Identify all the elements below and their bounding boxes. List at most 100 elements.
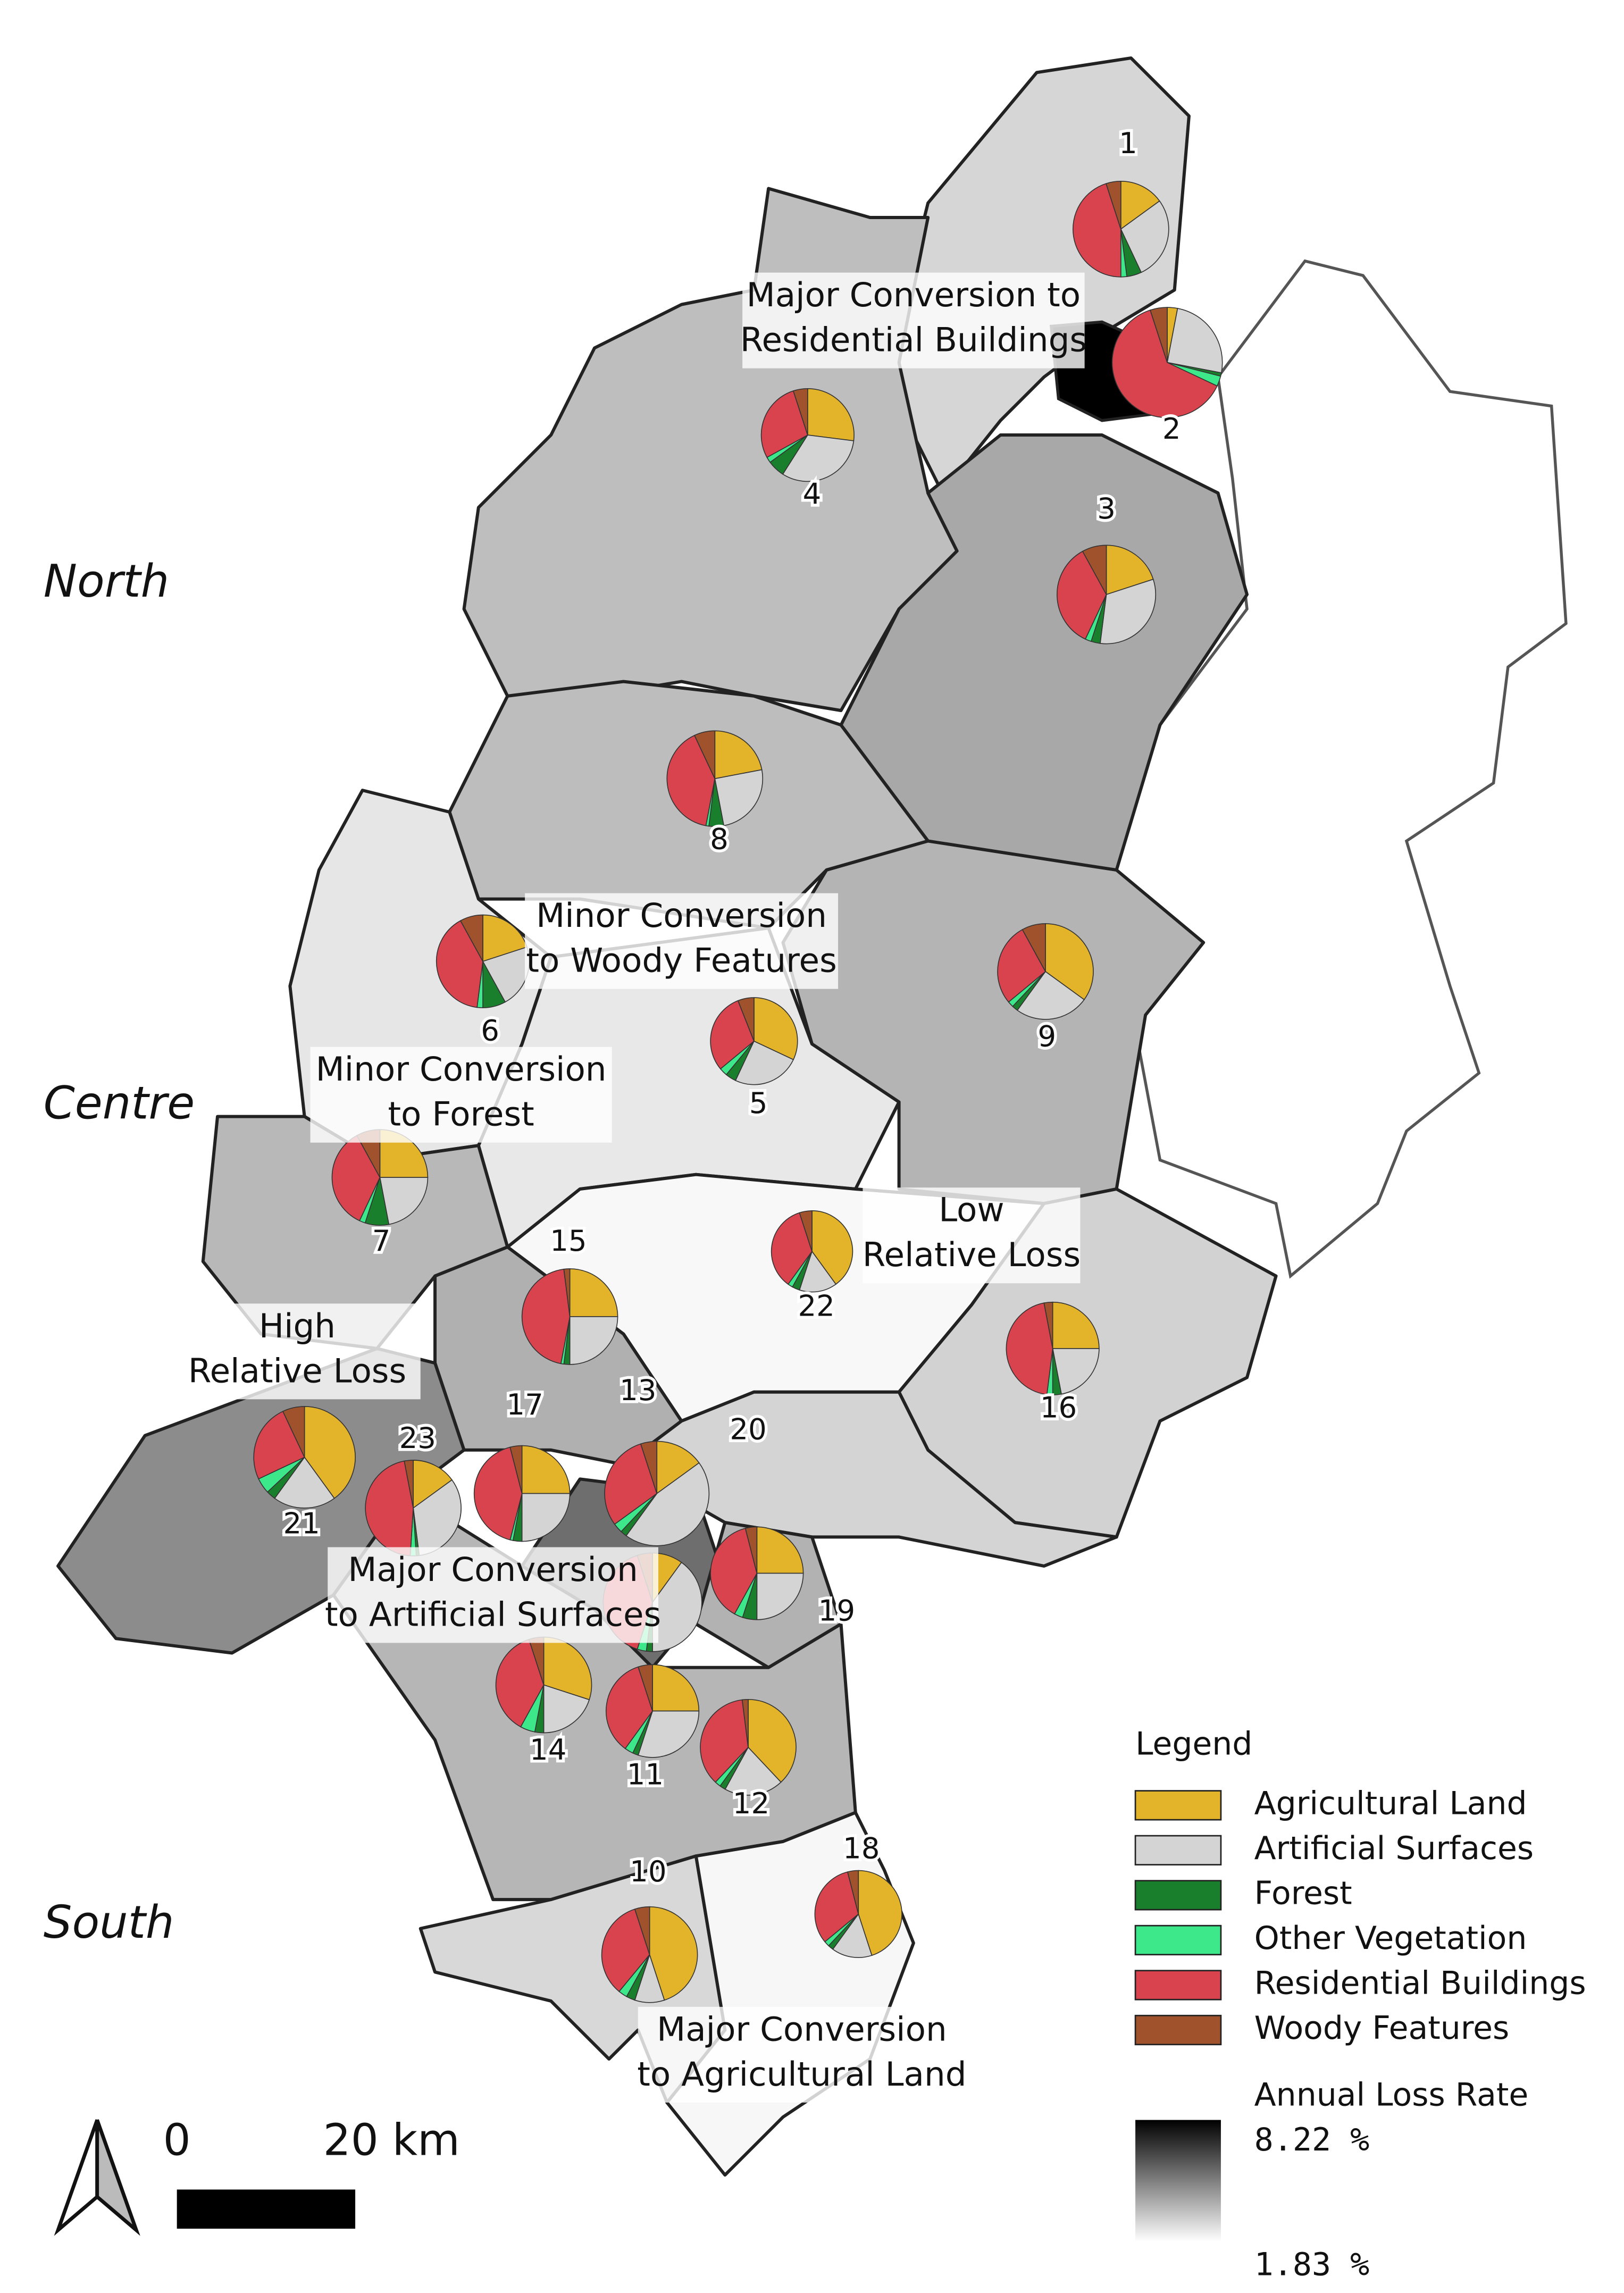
pie-slice (606, 1666, 653, 1750)
district-number: 9 (1037, 1019, 1056, 1053)
pie-slice (799, 1250, 837, 1293)
gradient-max: 8.22 % (1254, 2121, 1370, 2158)
district-number: 6 (481, 1014, 499, 1048)
district-number: 15 (550, 1224, 587, 1258)
pie-slice (771, 1212, 813, 1285)
pie-slice (604, 1443, 658, 1525)
annotation: Minor Conversion to Forest (310, 1047, 612, 1143)
pie-slice (1167, 307, 1223, 374)
pie-chart: 14 (495, 1636, 592, 1770)
legend: Legend Annual Loss Rate 8.22 % 1.83 % Ag… (1134, 1726, 1586, 2283)
pie-slice (521, 1445, 571, 1494)
pie-slice (710, 1000, 755, 1070)
district-number: 13 (620, 1373, 656, 1407)
pie-slice (832, 1913, 873, 1958)
scale-end: 20 km (323, 2115, 460, 2166)
pie-slice (710, 1528, 758, 1615)
pie-slice (1052, 1301, 1100, 1349)
scale-start: 0 (163, 2115, 191, 2166)
pie-slice (700, 1699, 749, 1783)
legend-swatch (1134, 1970, 1222, 2001)
pie-slice (563, 1268, 571, 1317)
legend-label: Residential Buildings (1254, 1965, 1586, 2002)
scale-bar (177, 2189, 356, 2229)
pie-slice (495, 1638, 545, 1728)
pie-slice (858, 1870, 902, 1956)
annotation: Minor Conversion to Woody Features (525, 893, 839, 989)
pie-slice (543, 1684, 590, 1734)
district-number: 2 (1162, 412, 1181, 446)
pie-slice (1073, 183, 1121, 278)
pie-slice (379, 1177, 429, 1225)
pie-slice (473, 1446, 523, 1541)
pie-slice (634, 1906, 650, 1955)
pie-slice (735, 1040, 794, 1085)
pie-slice (652, 1664, 700, 1712)
pie-chart: 10 (601, 1852, 698, 2003)
pie-slice (693, 730, 716, 779)
district-area (56, 1346, 466, 1655)
pie-slice (714, 769, 764, 826)
annotation-box (310, 1047, 612, 1143)
pie-slice (744, 1526, 758, 1574)
pie-slice (569, 1316, 618, 1365)
annotation: Major Conversion to Agricultural Land (637, 2006, 967, 2103)
pie-chart: 18 (814, 1828, 902, 1958)
pie-chart: 19 (710, 1526, 858, 1630)
pie-chart: 5 (710, 997, 798, 1123)
pie-chart: 23 (365, 1418, 462, 1556)
pie-slice (638, 1710, 700, 1758)
region-label: Centre (44, 1077, 195, 1129)
pie-slice (756, 1572, 804, 1620)
pie-slice (756, 1526, 804, 1574)
annotation-layer: Major Conversion to Residential Buildings… (174, 272, 1087, 2103)
annotation-box (742, 272, 1085, 369)
pie-slice (1150, 307, 1168, 363)
legend-title: Legend (1135, 1726, 1252, 1763)
pie-slice (649, 1906, 698, 2001)
pie-slice (997, 928, 1047, 1003)
district-area (462, 187, 959, 713)
pie-chart: 13 (604, 1370, 710, 1546)
pie-slice (1106, 545, 1154, 596)
district-number: 12 (733, 1786, 769, 1820)
annotation-box (863, 1187, 1081, 1284)
pie-slice (656, 1441, 700, 1495)
pie-slice (811, 1210, 853, 1285)
legend-swatch (1134, 1835, 1222, 1866)
annotation-text: to Forest (388, 1095, 534, 1134)
north-arrow-left (54, 2119, 99, 2236)
pie-slice (1045, 923, 1094, 1000)
pie-slice (799, 1210, 813, 1252)
district-number: 23 (399, 1421, 436, 1455)
legend-swatch (1134, 2014, 1222, 2046)
pie-slice (1006, 1302, 1053, 1395)
annotation: Low Relative Loss (863, 1187, 1081, 1284)
legend-label: Other Vegetation (1254, 1920, 1527, 1957)
gradient-min: 1.83 % (1254, 2246, 1370, 2283)
pie-chart: 17 (473, 1385, 571, 1542)
annotation-text: Relative Loss (188, 1351, 406, 1390)
district-number: 1 (1119, 126, 1137, 160)
gradient-bar (1135, 2120, 1221, 2242)
pie-slice (714, 730, 763, 780)
pie-slice (814, 1871, 859, 1943)
pie-chart: 15 (521, 1221, 618, 1365)
district-number: 7 (372, 1224, 391, 1258)
pie-slice (569, 1268, 618, 1317)
annotation: Major Conversion to Residential Buildings (740, 272, 1087, 369)
annotation: Major Conversion to Artificial Surfaces (325, 1547, 661, 1643)
district-number: 18 (843, 1831, 880, 1865)
pie-chart: 11 (606, 1664, 700, 1794)
pie-chart: 12 (700, 1698, 797, 1823)
district-number: 11 (627, 1757, 664, 1791)
district-number: 8 (710, 822, 729, 856)
district-number: 20 (730, 1412, 766, 1446)
pie-chart: 2 (1111, 307, 1223, 448)
region-label: South (44, 1896, 174, 1948)
legend-swatch (1134, 1790, 1222, 1821)
pie-slice (413, 1460, 453, 1509)
pie-slice (847, 1870, 859, 1914)
